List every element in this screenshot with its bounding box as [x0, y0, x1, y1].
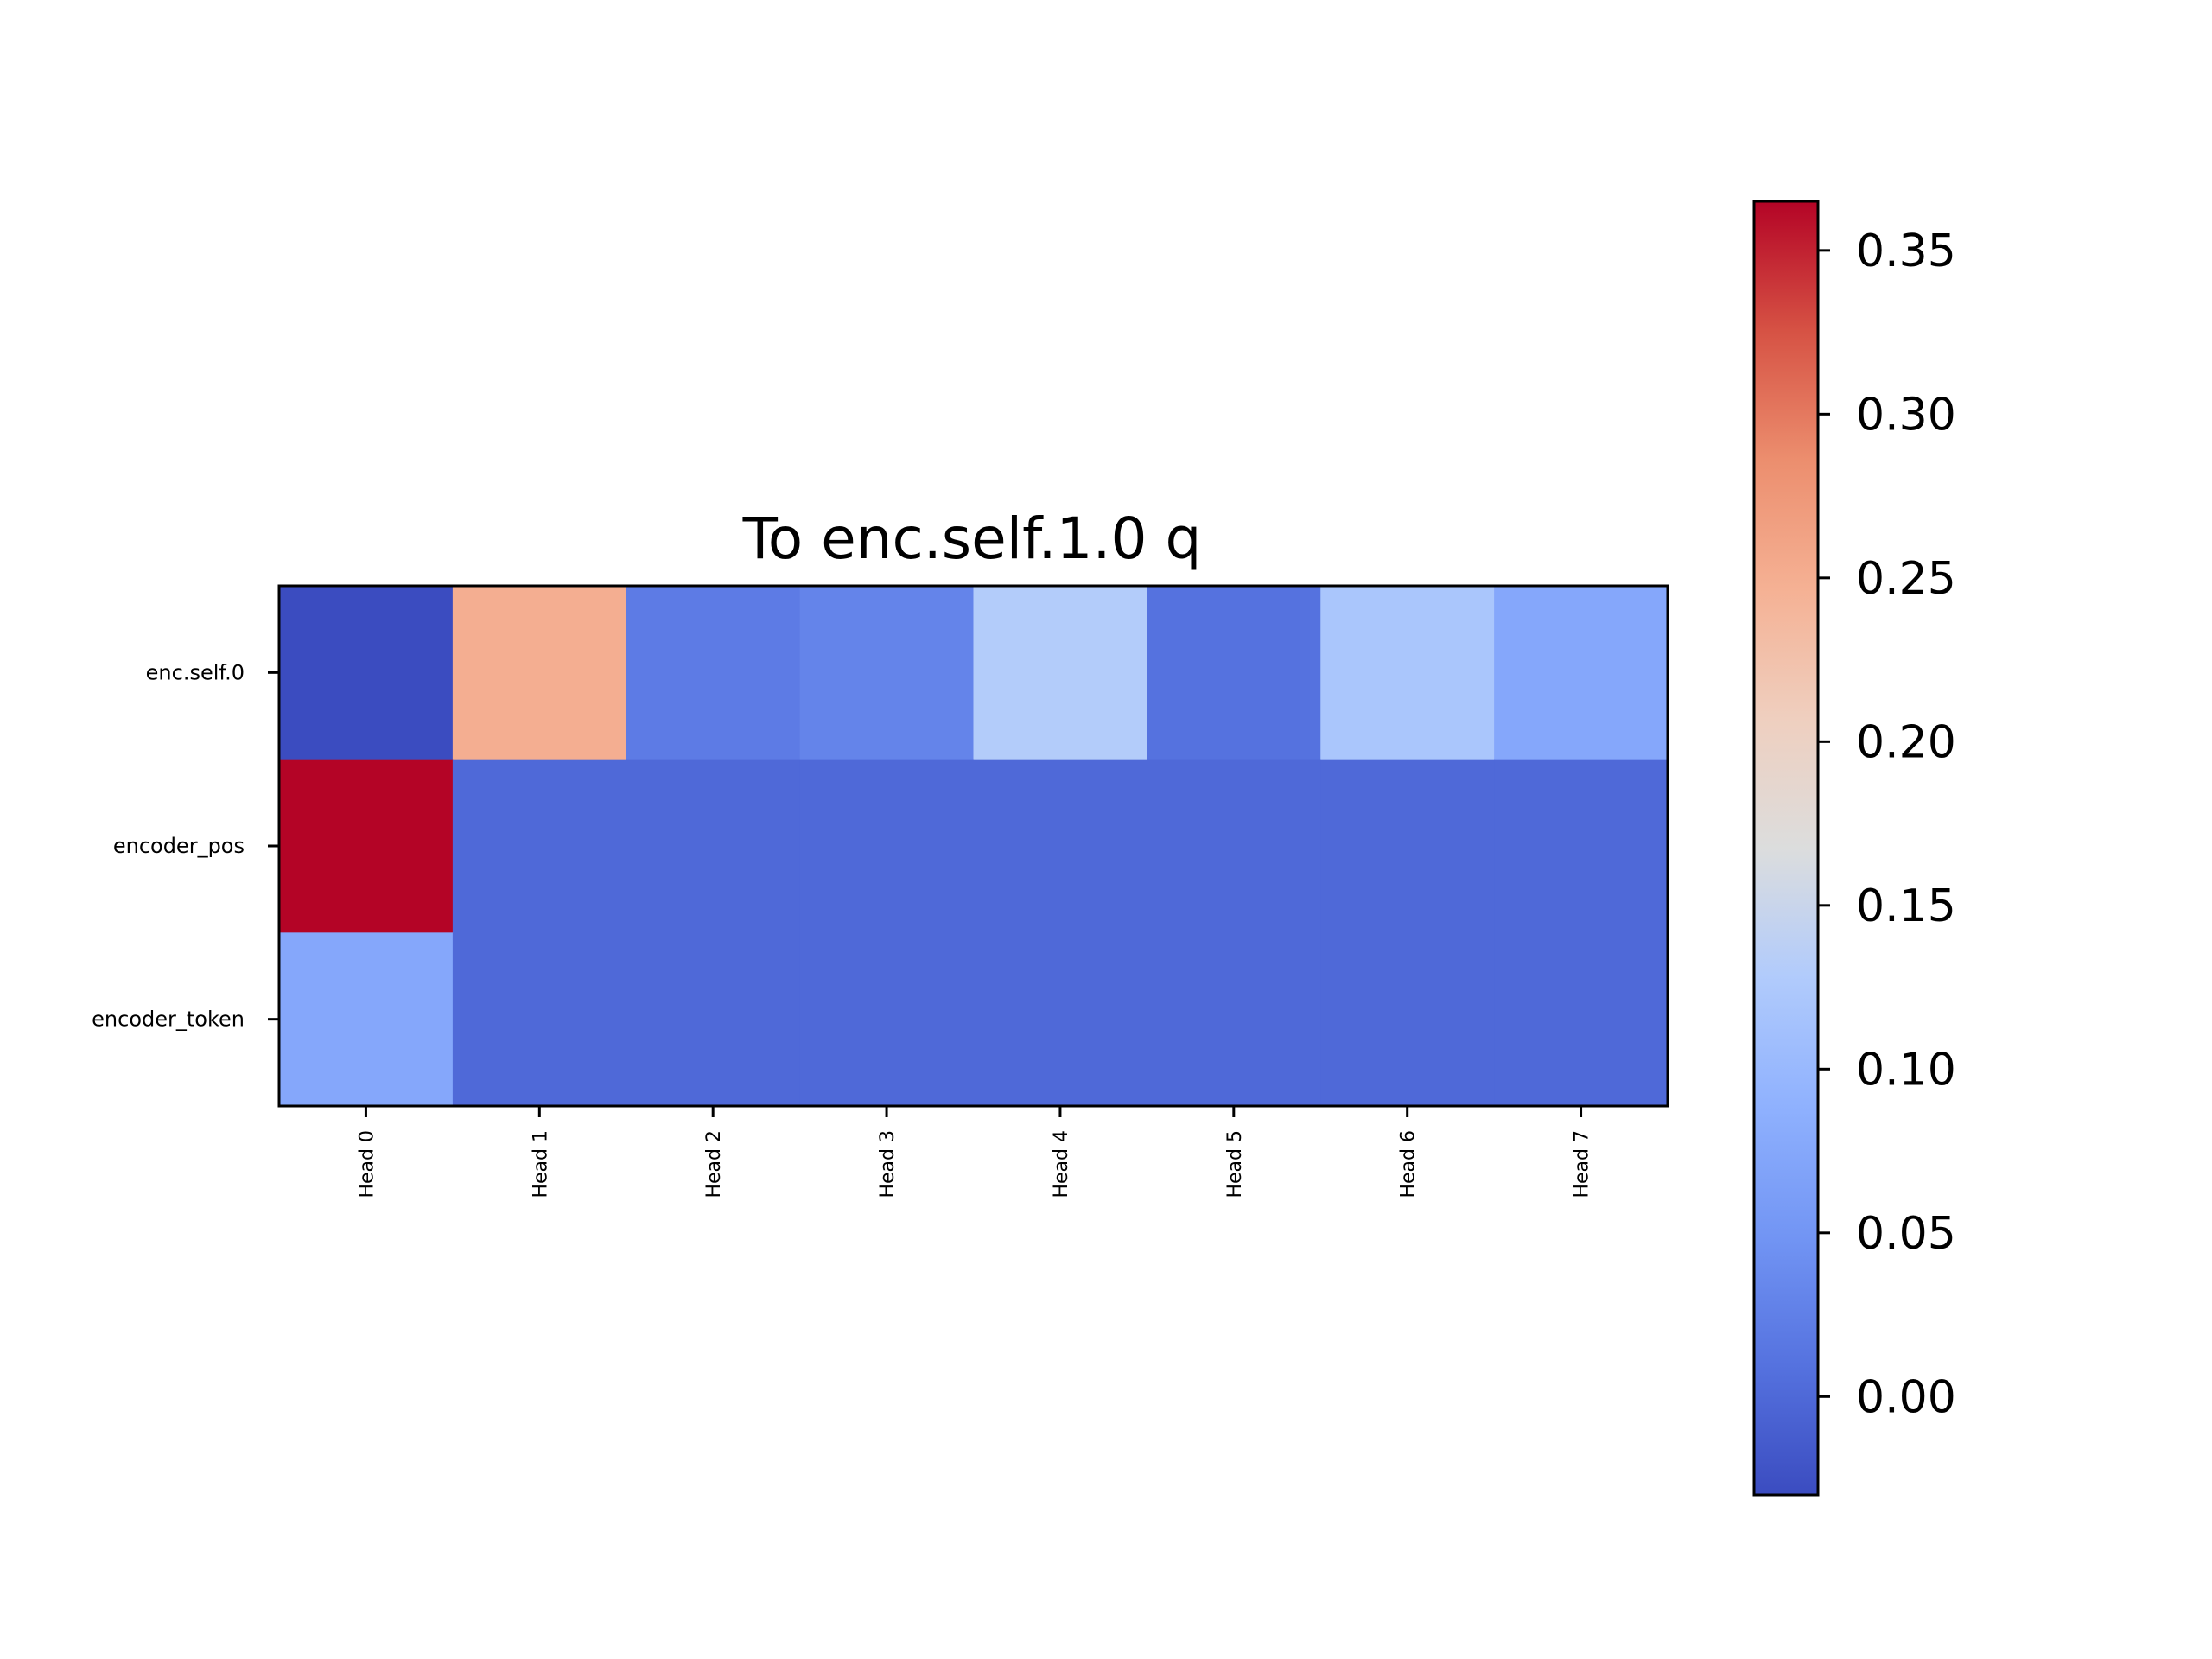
heatmap-cell — [626, 586, 801, 760]
heatmap-cell — [279, 759, 454, 933]
heatmap-cell — [799, 759, 975, 933]
colorbar-tick-label: 0.00 — [1856, 1371, 1956, 1423]
heatmap-cell — [626, 932, 801, 1107]
heatmap-cell — [452, 759, 627, 933]
heatmap-cell — [1320, 586, 1495, 760]
heatmap-cell — [279, 586, 454, 760]
heatmap-cell — [452, 932, 627, 1107]
x-axis: Head 0 Head 1 Head 2 Head 3 Head 4 Head 5 Head… — [356, 1106, 1593, 1198]
heatmap-cell — [626, 759, 801, 933]
x-tick-label: Head 3 — [877, 1130, 899, 1198]
colorbar-tick-label: 0.25 — [1856, 553, 1956, 605]
colorbar — [1752, 200, 1820, 1497]
x-tick-label: Head 7 — [1572, 1130, 1593, 1198]
colorbar-tick-label: 0.35 — [1856, 226, 1956, 277]
x-tick-label: Head 4 — [1051, 1130, 1072, 1198]
heatmap-cell — [973, 759, 1147, 933]
heatmap-cell — [1147, 586, 1321, 760]
heatmap-cell — [452, 586, 627, 760]
x-tick-label: Head 6 — [1398, 1130, 1420, 1198]
heatmap-cell — [279, 932, 454, 1107]
heatmap-cell — [1494, 759, 1669, 933]
x-tick-label: Head 1 — [530, 1130, 551, 1198]
x-tick-label: Head 2 — [703, 1130, 725, 1198]
heatmap-cells — [279, 586, 1669, 1107]
heatmap-cell — [799, 932, 975, 1107]
y-axis: enc.self.0 encoder_pos encoder_token — [92, 660, 279, 1032]
heatmap-cell — [1320, 932, 1495, 1107]
colorbar-tick-label: 0.10 — [1856, 1044, 1956, 1096]
heatmap-cell — [799, 586, 975, 760]
heatmap-cell — [1147, 932, 1321, 1107]
heatmap-cell — [1147, 759, 1321, 933]
heatmap-cell — [1494, 586, 1669, 760]
colorbar-tick-label: 0.20 — [1856, 716, 1956, 768]
x-tick-label: Head 0 — [356, 1130, 378, 1198]
chart-title: To enc.self.1.0 q — [742, 505, 1202, 572]
colorbar-tick-label: 0.05 — [1856, 1208, 1956, 1260]
colorbar-axis: 0.00 0.05 0.10 0.15 0.20 0.25 0.30 0.35 — [1818, 226, 1956, 1423]
x-tick-label: Head 5 — [1224, 1130, 1246, 1198]
y-tick-label: encoder_pos — [113, 834, 245, 858]
heatmap-cell — [1320, 759, 1495, 933]
y-tick-label: encoder_token — [92, 1007, 245, 1032]
colorbar-tick-label: 0.15 — [1856, 880, 1956, 932]
colorbar-tick-label: 0.30 — [1856, 389, 1956, 441]
heatmap-cell — [1494, 932, 1669, 1107]
heatmap-cell — [973, 586, 1147, 760]
heatmap-cell — [973, 932, 1147, 1107]
y-tick-label: enc.self.0 — [146, 660, 245, 684]
